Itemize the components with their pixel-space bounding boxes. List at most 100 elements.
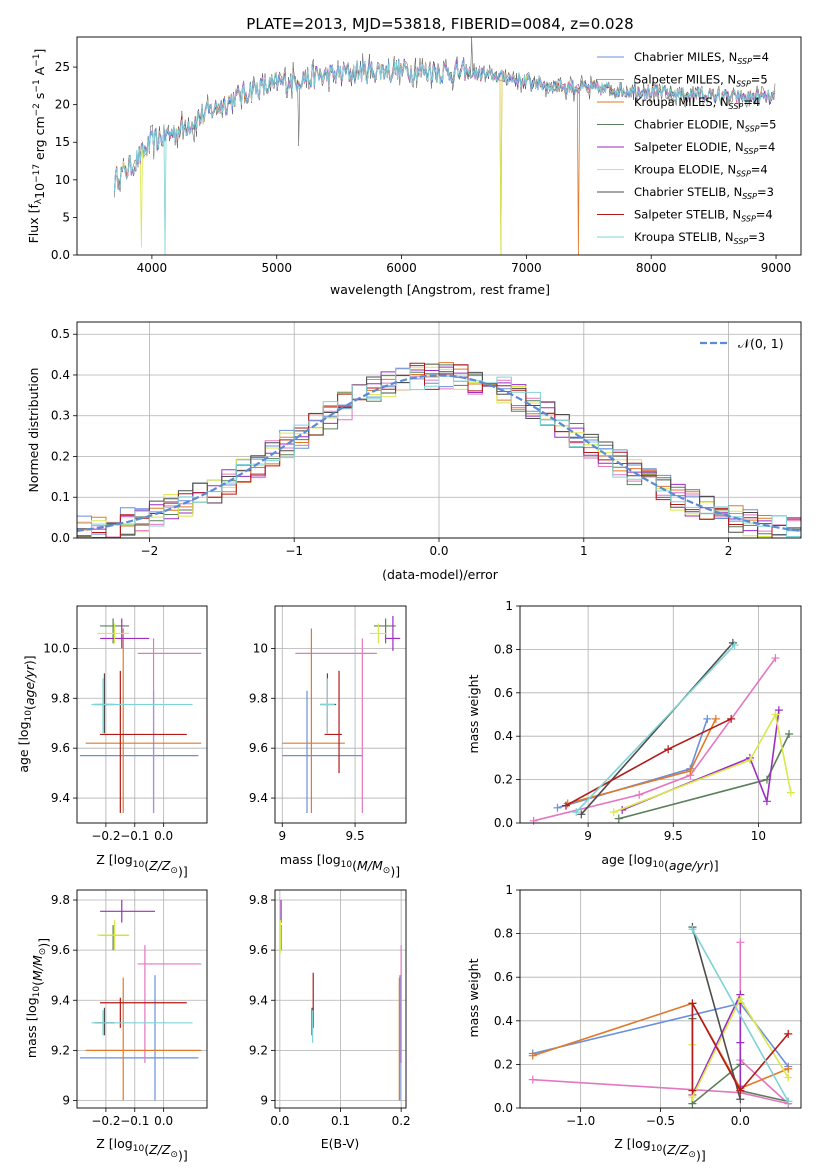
plus-marker: [727, 714, 736, 723]
plus-marker: [609, 808, 618, 817]
x-tick-label: 2: [725, 544, 733, 558]
plus-marker: [784, 1029, 793, 1038]
y-tick-label: 10: [253, 641, 268, 655]
plus-marker: [784, 1073, 793, 1082]
x-tick-label: 4000: [137, 261, 168, 275]
plus-marker: [553, 803, 562, 812]
plus-marker: [736, 1086, 745, 1095]
x-axis-label: Z [log10(Z/Z⊙)]: [96, 1136, 187, 1163]
legend-label: Chabrier STELIB, NSSP=3: [634, 185, 774, 201]
x-axis-label: age [log10(age/yr)]: [601, 852, 718, 873]
plus-marker: [686, 766, 695, 775]
y-tick-label: 9.6: [51, 943, 70, 957]
y-tick-label: 0.0: [51, 531, 70, 545]
y-axis-label: age [log10(age/yr)]: [16, 655, 37, 772]
y-tick-label: 0.5: [51, 327, 70, 341]
legend-label: Chabrier ELODIE, NSSP=5: [634, 118, 776, 134]
spectrum-panel: 4000 5000 6000 7000 8000 9000 0.0 5 10 15 20 25 Chab…: [26, 36, 802, 297]
histogram-step: [77, 367, 801, 538]
x-tick-label: 9: [278, 829, 286, 843]
x-tick-label: −1: [285, 544, 303, 558]
y-axis-label: mass [log10(M/M⊙)]: [24, 938, 51, 1058]
weight-line: [613, 712, 792, 813]
plus-marker: [635, 790, 644, 799]
y-tick-label: 1: [505, 883, 513, 897]
plus-marker: [688, 999, 697, 1008]
x-tick-label: −0.1: [120, 829, 149, 843]
y-tick-label: 0.4: [494, 729, 513, 743]
mass-vs-age-panel: 9 9.5 9.4 9.6 9.8 10 mass [log10(M/M⊙)]: [249, 605, 407, 879]
age-vs-mass-weight-panel: 9 9.5 10 0.0 0.2 0.4 0.6 0.8 1 age [log10(age/yr)…: [466, 599, 802, 873]
y-tick-label: 9.6: [51, 741, 70, 755]
y-tick-label: 10: [55, 173, 70, 187]
plus-marker: [736, 1038, 745, 1047]
axes-frame: [519, 889, 802, 1109]
y-tick-label: 9: [260, 1093, 268, 1107]
x-tick-label: 9: [584, 829, 592, 843]
plus-marker: [561, 801, 570, 810]
weight-line: [565, 718, 732, 807]
x-axis-label: E(B-V): [321, 1136, 360, 1151]
y-tick-label: 9: [62, 1093, 70, 1107]
metallicity-vs-mass-weight-panel: −1.0 −0.5 0.0 0.0 0.2 0.4 0.6 0.8 1 Z [log10(Z/Z⊙…: [466, 883, 802, 1163]
plus-marker: [745, 756, 754, 765]
plus-marker: [730, 641, 739, 650]
y-axis-label: Flux [fλ10−17 erg cm−2 s−1 A−1]: [26, 49, 47, 244]
spectrum-line: [114, 59, 776, 255]
x-tick-label: −0.5: [646, 1114, 675, 1128]
legend-label: Salpeter ELODIE, NSSP=4: [634, 140, 775, 156]
weight-line: [691, 926, 742, 1100]
y-tick-label: 9.2: [249, 1043, 268, 1057]
figure-title: PLATE=2013, MJD=53818, FIBERID=0084, z=0…: [246, 15, 633, 33]
y-tick-label: 0.6: [494, 970, 513, 984]
y-tick-label: 0.3: [51, 409, 70, 423]
plus-marker: [572, 808, 581, 817]
spectrum-line: [114, 60, 776, 255]
plus-marker: [688, 1086, 697, 1095]
y-tick-label: 10.0: [43, 641, 70, 655]
axes-frame: [274, 605, 407, 824]
x-tick-label: 8000: [636, 261, 667, 275]
plus-marker: [771, 654, 780, 663]
x-axis-label: (data-model)/error: [382, 567, 499, 582]
plus-marker: [771, 710, 780, 719]
x-tick-label: 9.5: [346, 829, 365, 843]
axes-frame: [76, 889, 208, 1109]
y-tick-label: 9.8: [249, 691, 268, 705]
legend-label: Kroupa ELODIE, NSSP=4: [634, 163, 768, 179]
y-tick-label: 9.4: [249, 993, 268, 1007]
x-tick-label: −0.2: [91, 829, 120, 843]
y-tick-label: 15: [55, 135, 70, 149]
y-tick-label: 9.2: [51, 1043, 70, 1057]
weight-line: [691, 1003, 789, 1093]
plus-marker: [688, 925, 697, 934]
y-tick-label: 5: [62, 210, 70, 224]
x-tick-label: 1: [580, 544, 588, 558]
metallicity-vs-mass-panel: −0.2 −0.1 0.0 9 9.2 9.4 9.6 9.8 Z [log10(Z/Z⊙)] m…: [24, 889, 208, 1163]
plus-marker: [762, 797, 771, 806]
x-tick-label: 0.0: [154, 1114, 173, 1128]
legend-label: Kroupa STELIB, NSSP=3: [634, 230, 765, 246]
y-tick-label: 9.6: [249, 741, 268, 755]
plus-marker: [711, 714, 720, 723]
legend-label: Kroupa MILES, NSSP=4: [634, 95, 760, 111]
y-tick-label: 9.8: [51, 893, 70, 907]
x-tick-label: −1.0: [566, 1114, 595, 1128]
plus-marker: [529, 816, 538, 825]
y-tick-label: 9.4: [249, 791, 268, 805]
x-tick-label: 5000: [261, 261, 292, 275]
x-tick-label: 0.0: [731, 1114, 750, 1128]
y-tick-label: 9.8: [51, 691, 70, 705]
ebv-vs-mass-panel: 0.0 0.1 0.2 9 9.2 9.4 9.6 9.8 E(B-V): [249, 889, 411, 1151]
x-tick-label: −0.2: [91, 1114, 120, 1128]
y-tick-label: 9.8: [249, 893, 268, 907]
plus-marker: [528, 1075, 537, 1084]
x-tick-label: −2: [141, 544, 159, 558]
y-tick-label: 0.6: [494, 686, 513, 700]
plus-marker: [785, 730, 794, 739]
plus-marker: [703, 714, 712, 723]
y-tick-label: 9.4: [51, 791, 70, 805]
y-axis-label: mass weight: [466, 958, 481, 1037]
y-tick-label: 0.0: [494, 1101, 513, 1115]
legend-label: Salpeter STELIB, NSSP=4: [634, 208, 773, 224]
